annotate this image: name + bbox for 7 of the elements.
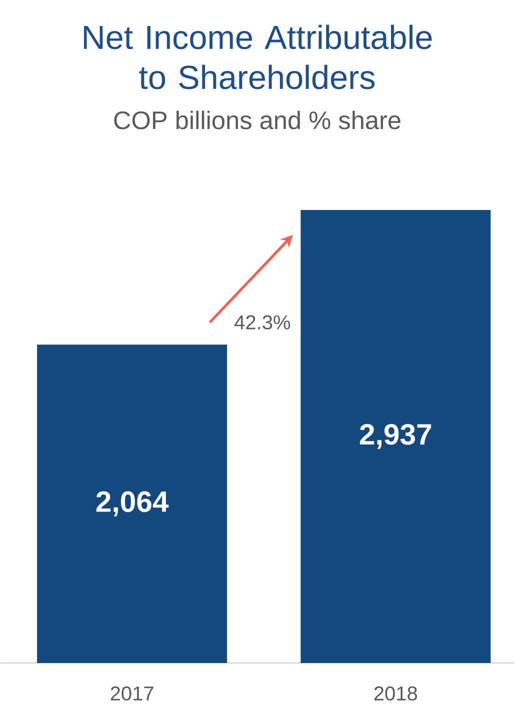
chart-title: Net Income Attributable to Shareholders [84, 24, 432, 90]
data-label: 2,064 [96, 491, 169, 516]
annotation: 42.3% [234, 315, 290, 330]
chart-subtitle: COP billions and % share [114, 110, 401, 130]
data-label: 2,937 [360, 424, 432, 450]
x-tick-label: 2017 [111, 686, 154, 701]
x-tick-label: 2018 [374, 686, 418, 701]
